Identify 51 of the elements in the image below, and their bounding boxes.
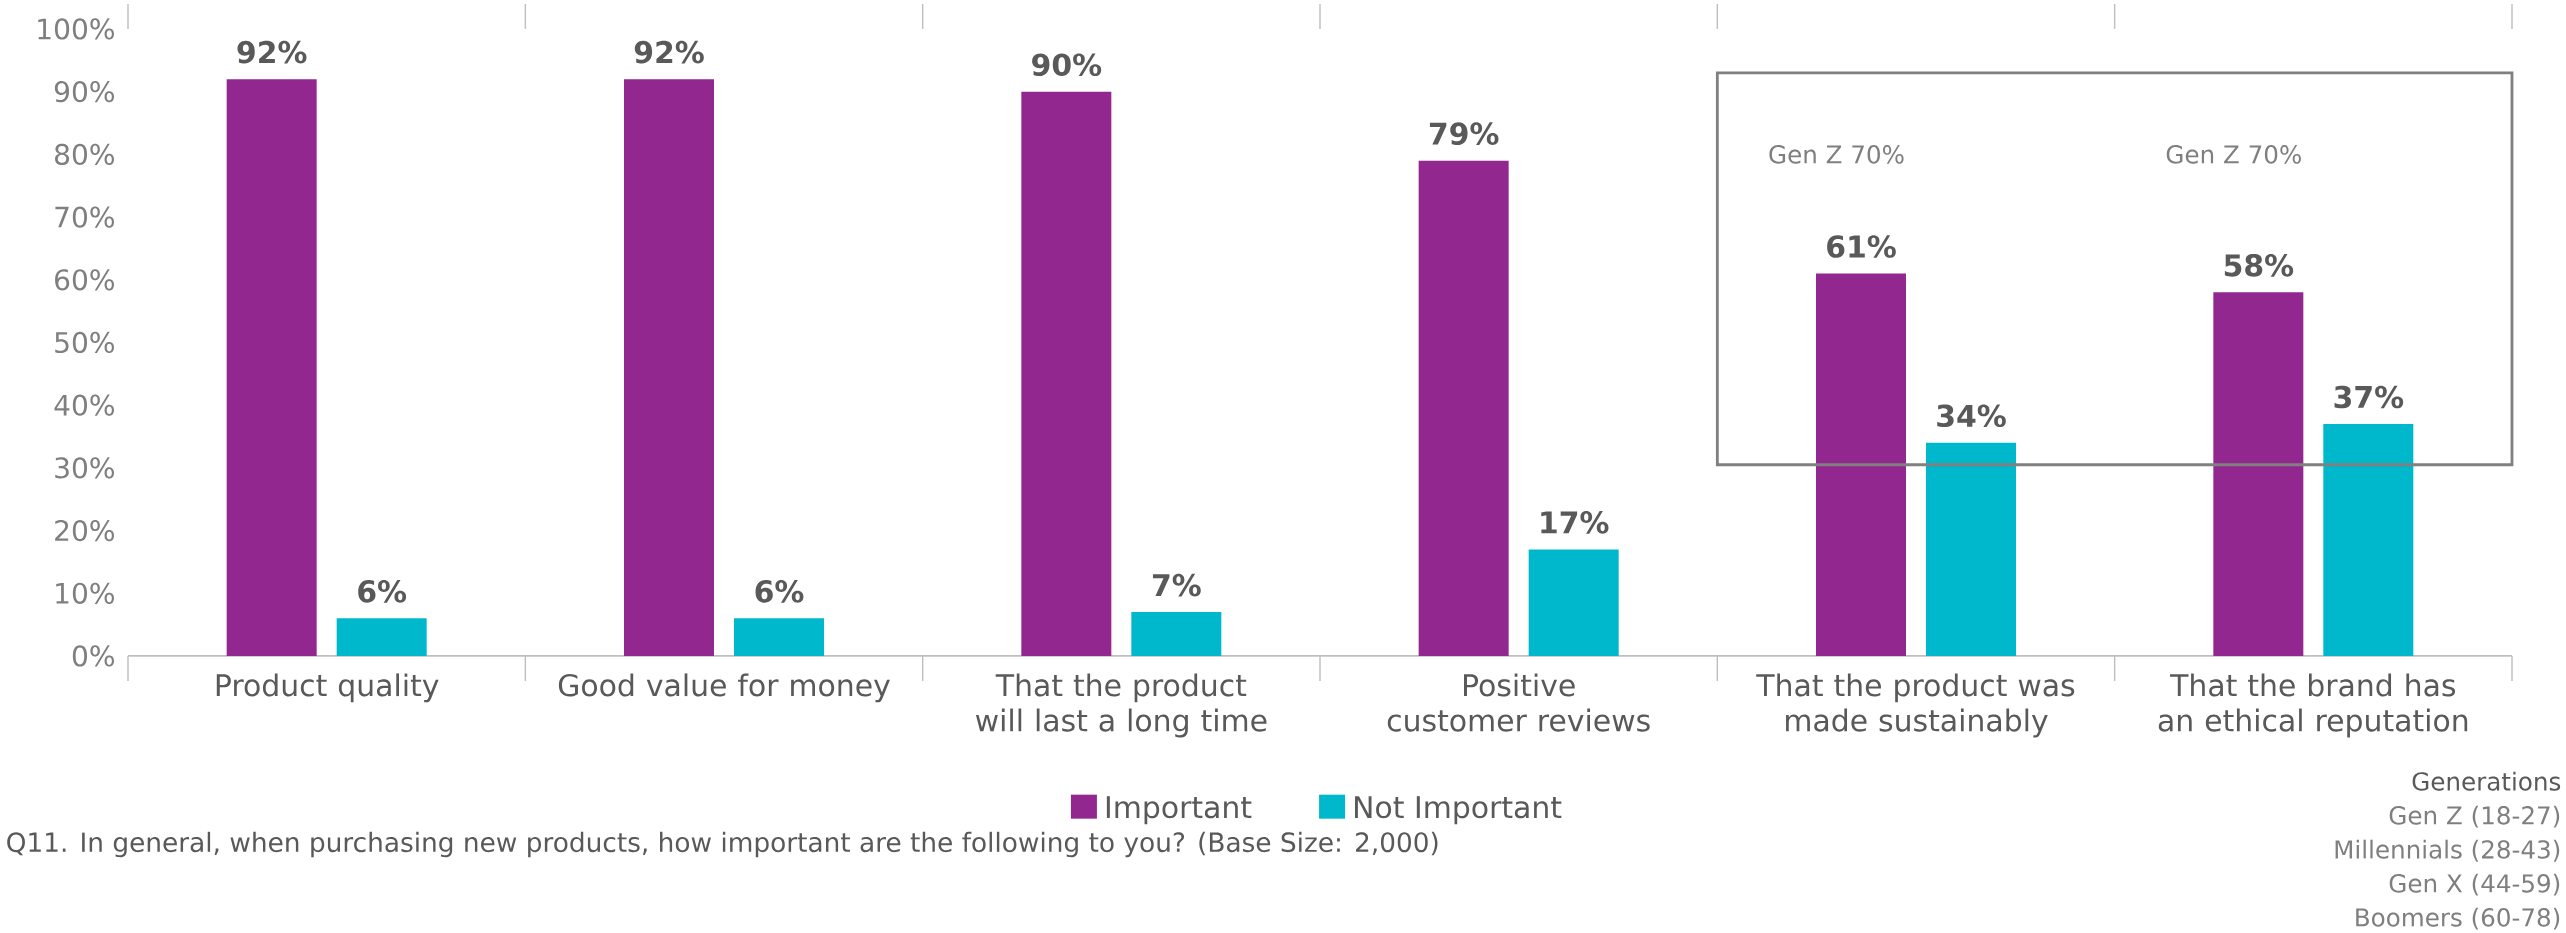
x-tick-label: That the product was made sustainably xyxy=(1756,673,2075,738)
data-label: 7% xyxy=(1152,573,1201,597)
legend-label: Important xyxy=(1106,796,1252,825)
bar xyxy=(1815,273,1906,656)
data-label: 34% xyxy=(1937,404,2006,428)
text: Boomers (60-78) xyxy=(2356,907,2560,930)
x-tick-label: Good value for money xyxy=(558,673,890,703)
y-tick-label: 50% xyxy=(55,331,114,354)
y-tick-label: 70% xyxy=(55,206,114,228)
bar xyxy=(1926,442,2016,656)
y-tick-label: 30% xyxy=(55,457,114,479)
text: Gen Z (18-27) xyxy=(2389,805,2560,828)
text: Gen X (44-59) xyxy=(2389,873,2560,896)
text: Generations xyxy=(2412,771,2561,791)
y-tick-label: 0% xyxy=(72,645,114,667)
y-tick-label: 60% xyxy=(55,269,114,291)
data-label: 79% xyxy=(1429,122,1499,145)
annotation: Gen Z 70% xyxy=(1769,145,1904,164)
x-tick-label: That the brand has an ethical reputation xyxy=(2158,673,2468,738)
data-label: 90% xyxy=(1032,53,1102,76)
y-tick-label: 40% xyxy=(54,394,114,416)
text: Millennials (28-43) xyxy=(2335,839,2560,862)
y-tick-label: 20% xyxy=(55,519,114,542)
data-label: 92% xyxy=(634,40,704,64)
data-label: 6% xyxy=(755,580,804,603)
bar xyxy=(624,79,715,656)
y-tick-label: 90% xyxy=(54,81,114,103)
data-label: 37% xyxy=(2334,385,2404,409)
y-tick-label: 100% xyxy=(38,18,114,40)
text: Q11. In general, when purchasing new products, how important are the following to you? (Base Size: 2,000) xyxy=(7,831,1438,858)
bar xyxy=(1131,612,1222,656)
bar xyxy=(2213,292,2304,656)
x-tick-label: That the product will last a long time xyxy=(975,673,1267,738)
data-label: 61% xyxy=(1827,235,1896,258)
bar xyxy=(1021,91,1112,656)
data-label: 6% xyxy=(358,580,407,603)
data-label: 58% xyxy=(2224,254,2294,277)
x-tick-label: Product quality xyxy=(216,673,439,703)
bar xyxy=(1418,160,1509,656)
bar xyxy=(226,79,317,656)
annotation: Gen Z 70% xyxy=(2166,145,2301,164)
bar xyxy=(336,618,427,656)
legend-label: Not Important xyxy=(1355,796,1562,825)
bar xyxy=(734,618,824,656)
data-label: 92% xyxy=(237,40,307,64)
y-tick-label: 10% xyxy=(56,582,114,604)
bar xyxy=(2323,423,2414,656)
x-tick-label: Positive customer reviews xyxy=(1387,673,1650,732)
bar xyxy=(1528,549,1619,656)
data-label: 17% xyxy=(1541,511,1609,534)
y-tick-label: 80% xyxy=(55,143,114,165)
